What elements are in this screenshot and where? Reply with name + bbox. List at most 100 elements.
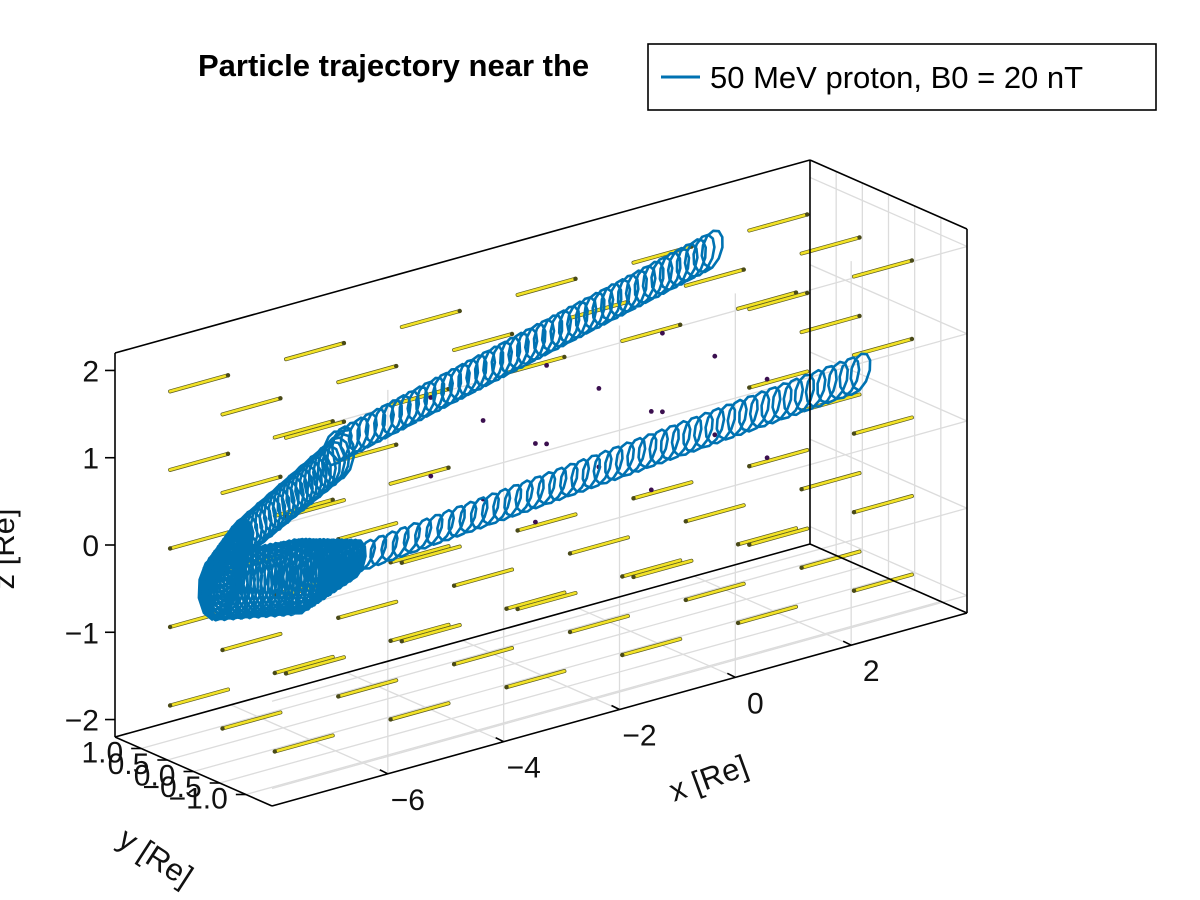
field-arrow — [284, 341, 346, 361]
chart-title: Particle trajectory near the — [198, 48, 589, 83]
field-arrow-head — [735, 620, 741, 626]
y-tick-label: 0.0 — [134, 760, 176, 793]
y-tick-label: 0.5 — [108, 748, 150, 781]
field-arrow — [168, 373, 230, 393]
trajectory-segment-3 — [322, 229, 724, 467]
y-axis-label: y [Re] — [112, 820, 199, 893]
frame-edge — [114, 543, 811, 738]
field-arrow — [684, 503, 746, 523]
field-arrow-head — [220, 726, 225, 731]
field-arrow-head — [341, 340, 347, 346]
field-arrow — [800, 550, 861, 570]
field-arrow-head — [283, 671, 289, 676]
field-arrow-head — [741, 267, 746, 272]
field-arrow — [400, 309, 462, 329]
field-marker — [648, 487, 654, 493]
field-arrow-head — [167, 546, 173, 551]
trajectory-layer — [197, 229, 872, 622]
field-arrow-head — [446, 465, 451, 470]
field-arrow-head — [388, 638, 393, 643]
field-arrow — [747, 291, 809, 311]
field-marker — [544, 441, 549, 447]
field-arrow-head — [336, 615, 341, 620]
field-marker — [544, 363, 549, 368]
field-arrow-head — [451, 662, 457, 667]
field-arrow — [336, 364, 398, 384]
field-arrow-head — [620, 652, 625, 658]
field-arrow-head — [735, 542, 741, 547]
field-arrow-head — [394, 363, 399, 369]
field-arrow — [516, 277, 577, 297]
field-arrow-head — [504, 685, 509, 690]
field-arrow — [221, 711, 282, 730]
field-arrow-head — [509, 331, 515, 337]
field-marker — [533, 519, 538, 525]
field-arrow — [736, 605, 798, 625]
field-arrow — [747, 213, 809, 232]
field-arrow-head — [857, 313, 862, 319]
field-arrow-head — [909, 258, 915, 263]
field-marker — [480, 418, 486, 423]
legend-label: 50 MeV proton, B0 = 20 nT — [710, 60, 1083, 95]
field-arrow — [736, 291, 798, 311]
field-arrow-head — [562, 354, 567, 360]
field-arrow — [505, 591, 566, 611]
field-arrow-head — [799, 487, 804, 492]
z-tick-label: 0 — [82, 530, 99, 563]
field-arrow — [620, 637, 682, 657]
field-arrow-head — [567, 629, 573, 635]
field-arrow — [800, 236, 861, 255]
field-arrow — [336, 521, 398, 541]
field-arrow — [273, 655, 335, 675]
y-tick-label: 1.0 — [81, 737, 123, 770]
field-arrow-head — [272, 749, 277, 754]
field-arrow — [273, 734, 335, 753]
field-arrow-head — [278, 474, 283, 479]
field-arrow-head — [225, 451, 231, 456]
legend-box — [647, 43, 1157, 111]
field-arrow — [800, 471, 861, 491]
field-arrow-head — [805, 290, 810, 296]
field-arrow-head — [851, 588, 857, 593]
x-tick-label: −2 — [622, 720, 656, 753]
field-arrow-head — [451, 583, 457, 588]
field-arrow-head — [394, 442, 399, 447]
field-arrow — [273, 419, 335, 439]
z-tick-label: −1 — [65, 617, 99, 650]
field-arrow — [736, 526, 798, 546]
field-arrow-head — [678, 322, 683, 327]
y-tick-label: −0.5 — [142, 771, 201, 804]
grid-layer — [140, 171, 968, 796]
field-arrow-head — [278, 396, 283, 401]
field-arrow — [284, 655, 346, 675]
grid-line-y — [140, 554, 837, 750]
field-marker — [764, 376, 770, 382]
field-arrow-head — [515, 606, 520, 612]
x-tick-label: −6 — [391, 784, 425, 817]
field-arrow — [168, 452, 230, 472]
field-arrow-head — [747, 385, 752, 390]
field-marker — [764, 455, 770, 461]
field-arrow-head — [851, 431, 857, 436]
field-arrow — [168, 531, 230, 550]
field-arrow-head — [220, 647, 225, 653]
field-arrow-head — [631, 496, 636, 501]
field-arrow — [400, 623, 462, 643]
field-arrow-head — [567, 551, 573, 556]
field-arrow — [221, 475, 282, 495]
field-marker — [533, 441, 538, 446]
field-arrow-head — [851, 510, 857, 515]
grid-line-y — [167, 566, 863, 761]
field-arrow — [389, 701, 450, 721]
field-arrow-head — [457, 308, 462, 314]
field-arrow-head — [336, 694, 341, 699]
tick-mark — [611, 704, 620, 711]
field-arrow — [452, 332, 514, 352]
field-arrow — [747, 448, 809, 468]
trajectory-segment-1 — [198, 537, 367, 622]
field-arrow — [221, 632, 282, 652]
field-arrow — [620, 323, 682, 343]
field-arrow — [684, 582, 746, 602]
legend: 50 MeV proton, B0 = 20 nT — [647, 43, 1157, 111]
